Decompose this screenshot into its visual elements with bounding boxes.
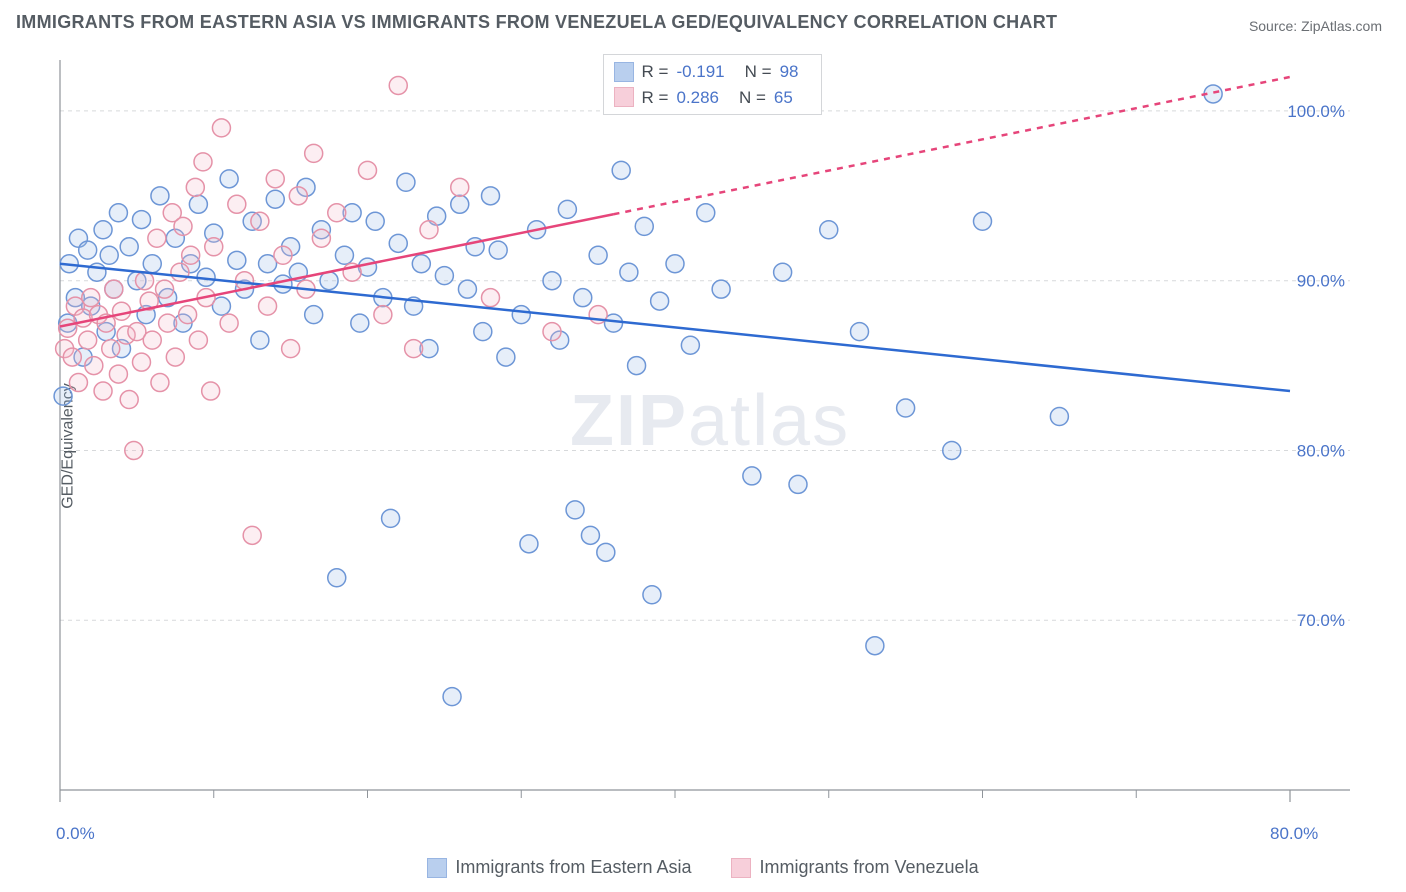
stats-legend: R =-0.191N =98R =0.286N =65 xyxy=(603,54,822,115)
source-prefix: Source: xyxy=(1249,18,1301,34)
swatch-eastern-asia xyxy=(427,858,447,878)
x-tick-label-max: 80.0% xyxy=(1270,824,1318,844)
chart-plot-area: 70.0%80.0%90.0%100.0% ZIPatlas R =-0.191… xyxy=(50,50,1350,820)
chart-svg: 70.0% 80.0% 90.0% 100.0% xyxy=(50,50,1350,820)
legend-item-venezuela: Immigrants from Venezuela xyxy=(731,857,978,878)
svg-text:100.0%: 100.0% xyxy=(1287,102,1345,121)
chart-title: IMMIGRANTS FROM EASTERN ASIA VS IMMIGRAN… xyxy=(16,12,1057,33)
x-tick-label-min: 0.0% xyxy=(56,824,95,844)
source-credit: Source: ZipAtlas.com xyxy=(1249,18,1382,34)
svg-text:80.0%: 80.0% xyxy=(1297,441,1345,460)
legend-label-venezuela: Immigrants from Venezuela xyxy=(759,857,978,878)
legend-label-eastern-asia: Immigrants from Eastern Asia xyxy=(455,857,691,878)
swatch-venezuela xyxy=(731,858,751,878)
svg-text:70.0%: 70.0% xyxy=(1297,611,1345,630)
stats-swatch xyxy=(614,62,634,82)
stats-swatch xyxy=(614,87,634,107)
legend-item-eastern-asia: Immigrants from Eastern Asia xyxy=(427,857,691,878)
bottom-legend: Immigrants from Eastern Asia Immigrants … xyxy=(0,857,1406,878)
stats-row: R =0.286N =65 xyxy=(614,85,811,111)
source-link[interactable]: ZipAtlas.com xyxy=(1301,18,1382,34)
stats-row: R =-0.191N =98 xyxy=(614,59,811,85)
svg-text:90.0%: 90.0% xyxy=(1297,272,1345,291)
